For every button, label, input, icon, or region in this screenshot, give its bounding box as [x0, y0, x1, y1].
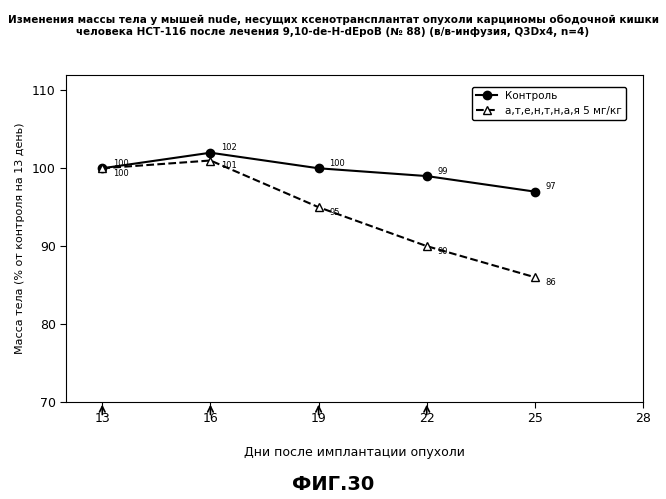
- Text: ФИГ.30: ФИГ.30: [292, 475, 374, 494]
- Text: 100: 100: [113, 169, 129, 178]
- Контроль: [531, 189, 539, 195]
- Text: 100: 100: [113, 159, 129, 168]
- Контроль: [206, 150, 214, 156]
- Text: 97: 97: [545, 182, 556, 191]
- Контроль: [423, 173, 431, 179]
- Y-axis label: Масса тела (% от контроля на 13 день): Масса тела (% от контроля на 13 день): [15, 123, 25, 354]
- в/в 5 мг/кг: [99, 165, 107, 171]
- Text: Изменения массы тела у мышей nude, несущих ксенотрансплантат опухоли карциномы о: Изменения массы тела у мышей nude, несущ…: [7, 15, 659, 37]
- Контроль: [314, 165, 322, 171]
- в/в 5 мг/кг: [206, 158, 214, 164]
- X-axis label: Дни после имплантации опухоли: Дни после имплантации опухоли: [244, 446, 465, 459]
- в/в 5 мг/кг: [423, 243, 431, 249]
- Legend: Контроль, а,т,е,н,т,н,а,я 5 мг/кг: Контроль, а,т,е,н,т,н,а,я 5 мг/кг: [472, 87, 626, 120]
- Text: 90: 90: [438, 247, 448, 256]
- Text: 100: 100: [330, 159, 345, 168]
- Line: Контроль: Контроль: [98, 149, 539, 196]
- Text: 101: 101: [221, 161, 237, 170]
- Text: 99: 99: [438, 167, 448, 176]
- в/в 5 мг/кг: [531, 274, 539, 280]
- в/в 5 мг/кг: [314, 204, 322, 210]
- Text: 102: 102: [221, 143, 237, 152]
- Text: 95: 95: [330, 208, 340, 217]
- Line: в/в 5 мг/кг: в/в 5 мг/кг: [98, 156, 539, 281]
- Text: 86: 86: [545, 278, 557, 287]
- Контроль: [99, 165, 107, 171]
